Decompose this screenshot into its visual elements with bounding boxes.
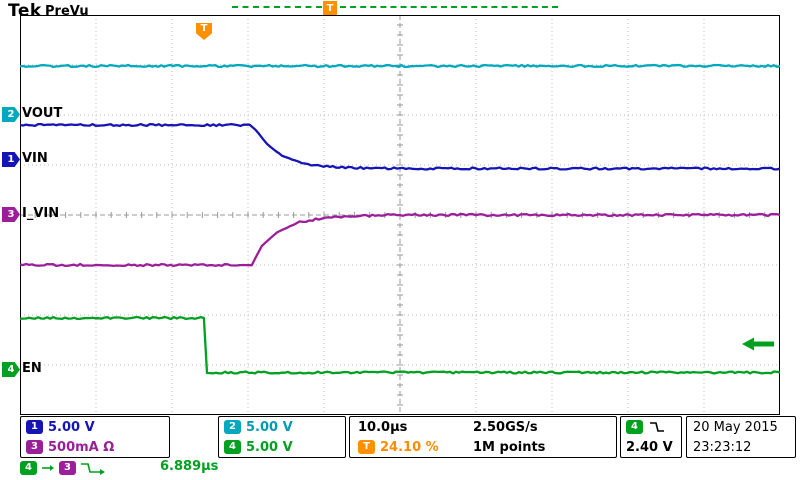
label-vin: VIN	[22, 151, 48, 166]
edge-transition-icon	[81, 462, 105, 475]
trigger-position-value: 24.10 %	[380, 439, 439, 455]
label-i-vin: I_VIN	[22, 206, 60, 221]
arrow-right-icon	[42, 465, 54, 471]
sample-rate-value: 2.50GS/s	[473, 419, 538, 435]
time-value: 23:23:12	[693, 440, 752, 455]
ch4-readout[interactable]: 4 5.00 V	[219, 437, 345, 457]
ch3-scale-value: 500mA Ω	[48, 439, 115, 455]
ch2-ch4-readout-box[interactable]: 2 5.00 V 4 5.00 V	[218, 416, 346, 458]
datetime-box: 20 May 2015 23:23:12	[686, 416, 796, 458]
trigger-level-arrow-icon[interactable]	[742, 337, 774, 351]
waveform-ch2	[20, 63, 780, 69]
horizontal-acquisition-readout-box[interactable]: 10.0µs 2.50GS/s T 24.10 % 1M points	[349, 416, 617, 458]
ch1-readout[interactable]: 1 5.00 V	[21, 417, 169, 437]
channel1-ref-marker[interactable]: 1	[2, 152, 20, 167]
channel2-ref-marker[interactable]: 2	[2, 107, 20, 122]
delay-from-badge: 4	[20, 461, 37, 475]
timebase-value: 10.0µs	[358, 419, 408, 435]
trigger-level-row: 2.40 V	[621, 437, 681, 457]
channel4-ref-marker[interactable]: 4	[2, 362, 20, 377]
acquisition-readout-row: T 24.10 % 1M points	[350, 437, 616, 457]
waveform-ch1	[20, 122, 780, 171]
trigger-level-value: 2.40 V	[626, 439, 673, 455]
trigger-readout-box[interactable]: 4 2.40 V	[620, 416, 682, 458]
trigger-source-badge: 4	[626, 420, 643, 434]
delay-value: 6.889µs	[160, 459, 219, 474]
ch2-scale-value: 5.00 V	[246, 419, 293, 435]
horizontal-readout-row: 10.0µs 2.50GS/s	[350, 417, 616, 437]
waveform-ch4	[20, 315, 780, 375]
delay-measurement-readout: 4 3	[20, 459, 106, 477]
ch4-badge: 4	[224, 440, 241, 454]
record-view-bar-right	[340, 6, 558, 8]
label-vout: VOUT	[22, 106, 63, 121]
label-en: EN	[22, 361, 42, 376]
delay-to-badge: 3	[59, 461, 76, 475]
ch1-scale-value: 5.00 V	[48, 419, 95, 435]
graticule	[20, 15, 780, 415]
ch2-badge: 2	[224, 420, 241, 434]
waveform-ch3	[20, 212, 780, 268]
ch3-readout[interactable]: 3 500mA Ω	[21, 437, 169, 457]
trigger-source-row: 4	[621, 417, 681, 437]
ch1-badge: 1	[26, 420, 43, 434]
channel3-ref-marker[interactable]: 3	[2, 207, 20, 222]
record-trigger-flag-icon[interactable]: T	[323, 1, 337, 16]
trigger-position-marker-icon[interactable]: T	[196, 23, 212, 40]
ch2-readout[interactable]: 2 5.00 V	[219, 417, 345, 437]
trigger-position-badge: T	[358, 440, 375, 454]
record-view-bar-left	[232, 6, 322, 8]
ch1-ch3-readout-box[interactable]: 1 5.00 V 3 500mA Ω	[20, 416, 170, 458]
falling-edge-icon	[650, 422, 664, 432]
record-length-value: 1M points	[473, 439, 546, 455]
ch3-badge: 3	[26, 440, 43, 454]
ch4-scale-value: 5.00 V	[246, 439, 293, 455]
date-value: 20 May 2015	[693, 420, 778, 435]
